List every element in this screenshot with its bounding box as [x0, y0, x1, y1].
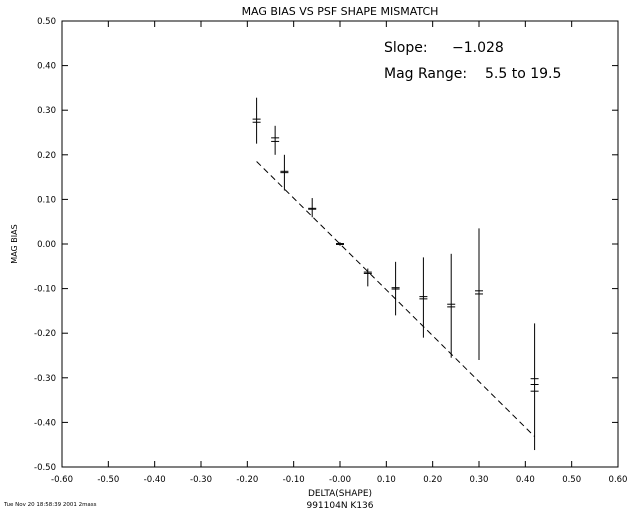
y-tick-label: -0.50 — [34, 463, 56, 473]
y-tick-label: 0.30 — [37, 106, 56, 116]
x-tick-label: -0.00 — [329, 475, 351, 485]
data-point — [280, 154, 289, 191]
y-axis-label: MAG BIAS — [10, 224, 19, 263]
data-point — [252, 97, 261, 144]
data-point — [530, 323, 539, 451]
data-point — [391, 261, 400, 316]
data-point — [308, 198, 317, 218]
x-tick-label: 0.20 — [423, 475, 442, 485]
x-tick-label: 0.50 — [562, 475, 581, 485]
x-tick-label: -0.20 — [236, 475, 258, 485]
x-tick-label: 0.40 — [516, 475, 535, 485]
x-tick-label: -0.10 — [283, 475, 305, 485]
y-tick-label: -0.30 — [34, 374, 56, 384]
mag-range-label: Mag Range: — [384, 66, 467, 82]
x-tick-label: -0.60 — [51, 475, 73, 485]
x-tick-label: -0.50 — [97, 475, 119, 485]
y-tick-label: 0.50 — [37, 17, 56, 27]
slope-value: −1.028 — [452, 40, 504, 56]
y-tick-label: 0.20 — [37, 151, 56, 161]
data-point — [271, 125, 280, 155]
data-point — [336, 242, 344, 246]
mag-range-value: 5.5 to 19.5 — [485, 66, 561, 82]
data-points — [252, 97, 539, 451]
x-tick-label: 0.10 — [377, 475, 396, 485]
y-tick-label: 0.10 — [37, 195, 56, 205]
x-axis: -0.60 -0.50 -0.40 -0.30 -0.20 -0.10 -0.00 0.10 0… — [51, 21, 627, 485]
x-axis-label: DELTA(SHAPE) — [308, 489, 372, 499]
y-tick-label: 0.00 — [37, 240, 56, 250]
slope-label: Slope: — [384, 40, 428, 56]
y-tick-label: -0.20 — [34, 329, 56, 339]
footer-id: 991104N K136 — [306, 501, 373, 511]
y-tick-label: -0.40 — [34, 418, 56, 428]
x-tick-label: 0.60 — [609, 475, 628, 485]
x-tick-label: -0.40 — [144, 475, 166, 485]
y-tick-label: -0.10 — [34, 285, 56, 295]
data-point — [419, 257, 428, 338]
x-tick-label: -0.30 — [190, 475, 212, 485]
data-point — [475, 228, 483, 360]
y-tick-label: 0.40 — [37, 62, 56, 72]
y-axis: 0.50 0.40 0.30 0.20 0.10 0.00 -0.10 -0.20 -0.30 -… — [34, 17, 618, 473]
x-tick-label: 0.30 — [470, 475, 489, 485]
data-point — [447, 253, 456, 358]
chart-title: MAG BIAS VS PSF SHAPE MISMATCH — [242, 5, 439, 18]
footer-timestamp: Tue Nov 20 18:58:39 2001 2mass — [3, 502, 97, 508]
data-point — [363, 268, 372, 287]
